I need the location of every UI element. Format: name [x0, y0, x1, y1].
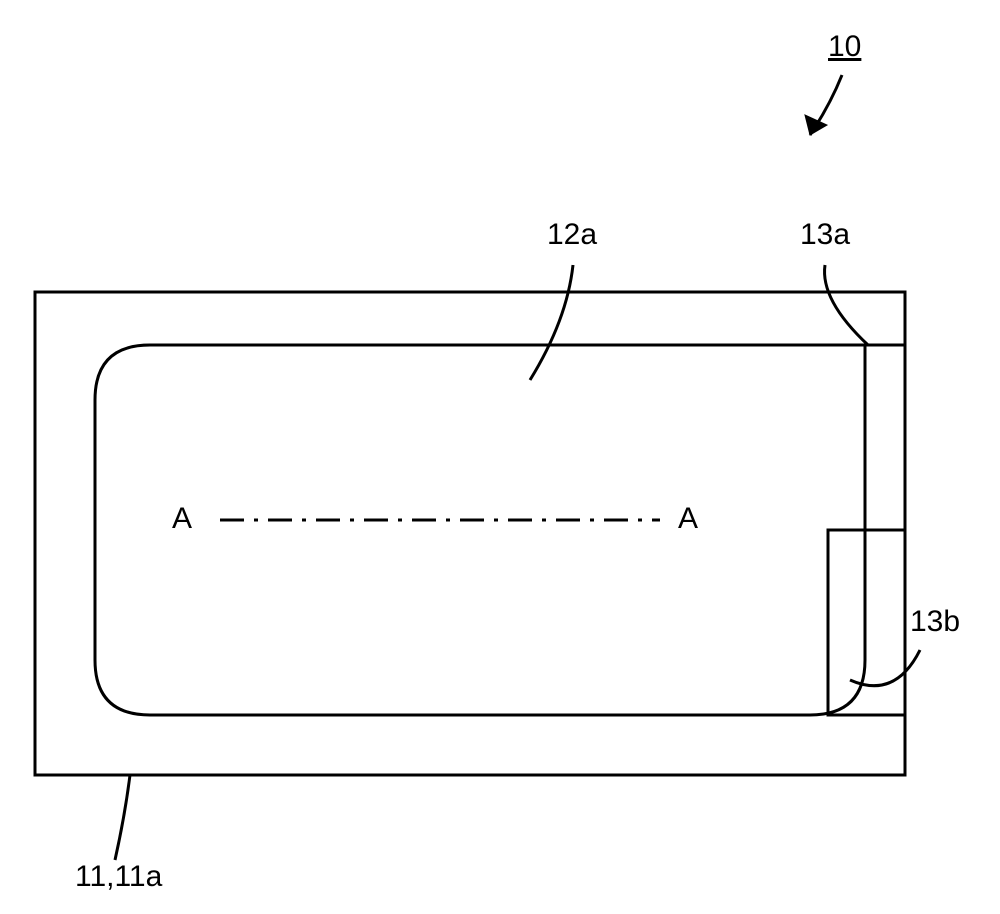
inner-rounded-shape [95, 345, 905, 715]
leader-12a [530, 265, 573, 380]
diagram-svg [0, 0, 1000, 914]
leader-1111a [115, 775, 130, 860]
refnum-13b: 13b [910, 605, 960, 639]
outer-rectangle [35, 292, 905, 775]
refnum-13a: 13a [800, 218, 850, 252]
refnum-12a: 12a [547, 218, 597, 252]
leader-13a [825, 265, 868, 345]
refnum-1111a: 11,11a [75, 860, 162, 894]
section-label-a-left: A [172, 502, 192, 536]
refnum-10: 10 [828, 30, 861, 64]
leader-13b [850, 650, 920, 686]
arrow-10-head [805, 115, 827, 135]
section-label-a-right: A [678, 502, 698, 536]
